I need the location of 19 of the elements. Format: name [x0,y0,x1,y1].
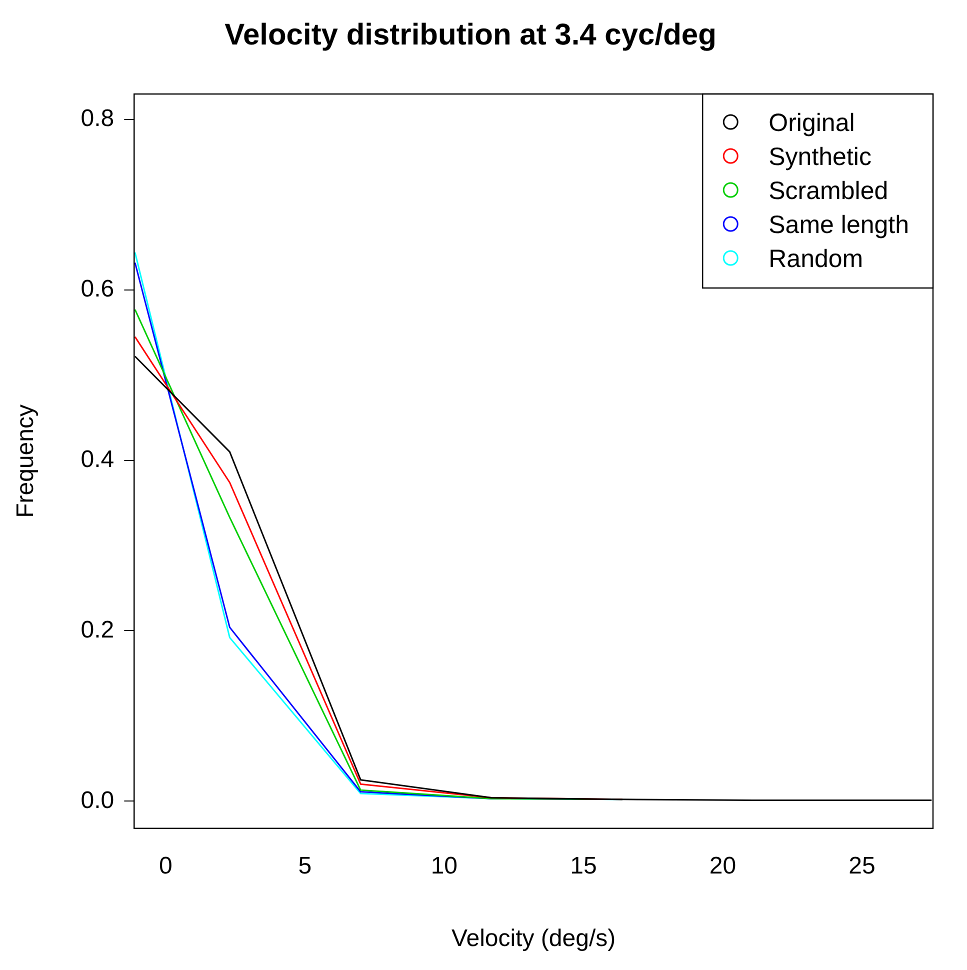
y-tick-label: 0.8 [80,105,114,132]
y-axis-title: Frequency [12,404,40,518]
x-tick-label: 15 [570,852,597,880]
chart-title: Velocity distribution at 3.4 cyc/deg [224,18,716,52]
x-tick-label: 5 [298,852,312,880]
legend-label: Scrambled [768,176,888,205]
y-tick-label: 0.0 [80,786,114,814]
legend-label: Synthetic [768,142,872,171]
y-tick-label: 0.2 [80,616,114,644]
legend-label: Random [768,244,864,273]
x-tick-label: 10 [430,852,458,880]
legend-label: Original [768,108,855,137]
x-tick-label: 20 [709,852,736,880]
x-tick-label: 25 [848,852,876,880]
legend-label: Same length [768,210,910,239]
x-tick-label: 0 [158,852,172,880]
y-tick-label: 0.6 [80,276,114,303]
y-tick-label: 0.4 [80,446,114,473]
x-axis-title: Velocity (deg/s) [452,925,616,952]
